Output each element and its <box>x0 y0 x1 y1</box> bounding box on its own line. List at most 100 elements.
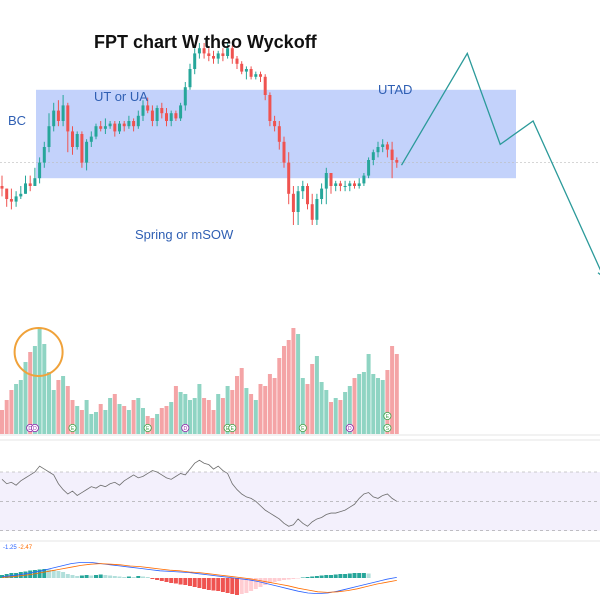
macd-histogram-bar <box>197 578 201 588</box>
candle-body <box>193 53 196 69</box>
macd-histogram-bar <box>108 576 112 579</box>
candle-body <box>207 53 210 56</box>
candle-body <box>24 183 27 193</box>
candle-body <box>165 113 168 121</box>
macd-histogram-bar <box>357 573 361 578</box>
macd-histogram-bar <box>66 574 70 578</box>
event-marker-label: D <box>33 426 37 432</box>
candle-body <box>297 191 300 212</box>
volume-bar <box>42 344 46 434</box>
candle-body <box>189 69 192 87</box>
candle-body <box>184 87 187 105</box>
macd-histogram-bar <box>306 577 310 578</box>
candle-body <box>315 199 318 220</box>
volume-bar <box>334 398 338 434</box>
volume-bar <box>207 400 211 434</box>
macd-histogram-bar <box>343 574 347 578</box>
volume-bar <box>320 382 324 434</box>
candle-body <box>15 196 18 201</box>
macd-histogram-bar <box>136 576 140 578</box>
macd-histogram-bar <box>221 578 225 592</box>
volume-bar <box>371 374 375 434</box>
macd-histogram-bar <box>212 578 216 591</box>
macd-histogram-bar <box>230 578 234 594</box>
annotation-bc: BC <box>8 113 26 128</box>
candle-body <box>10 199 13 202</box>
volume-bar <box>296 334 300 434</box>
candle-body <box>358 183 361 186</box>
volume-bar <box>47 372 51 434</box>
macd-histogram-bar <box>287 578 291 580</box>
candle-body <box>170 113 173 121</box>
volume-bar <box>362 372 366 434</box>
volume-bar <box>376 378 380 434</box>
candle-body <box>29 183 32 186</box>
macd-histogram-bar <box>338 574 342 578</box>
volume-bar <box>291 328 295 434</box>
candle-body <box>362 176 365 184</box>
candle-body <box>372 152 375 160</box>
volume-bar <box>136 398 140 434</box>
candle-body <box>254 74 257 77</box>
volume-bar <box>19 380 23 434</box>
volume-bar <box>38 328 42 434</box>
candle-body <box>80 134 83 163</box>
macd-histogram-bar <box>75 576 79 578</box>
volume-bar <box>113 394 117 434</box>
candle-body <box>217 53 220 58</box>
candle-body <box>156 108 159 121</box>
candle-body <box>151 111 154 121</box>
candle-body <box>174 113 177 118</box>
candle-body <box>386 144 389 149</box>
candle-body <box>85 142 88 163</box>
candle-body <box>71 131 74 147</box>
volume-bar <box>240 368 244 434</box>
macd-histogram-bar <box>141 577 145 579</box>
candle-body <box>52 111 55 127</box>
macd-histogram-bar <box>52 570 56 578</box>
volume-bar <box>155 414 159 434</box>
candle-body <box>132 121 135 126</box>
volume-bar <box>197 384 201 434</box>
volume-bar <box>132 400 136 434</box>
candle-body <box>344 186 347 187</box>
macd-histogram-bar <box>348 574 352 579</box>
macd-histogram-bar <box>367 574 371 579</box>
candle-body <box>381 144 384 147</box>
volume-bar <box>52 390 56 434</box>
candle-body <box>287 163 290 194</box>
candle-body <box>339 183 342 186</box>
candle-body <box>95 126 98 136</box>
volume-bar <box>287 340 291 434</box>
candle-body <box>48 126 51 147</box>
event-marker-label: D <box>183 426 187 432</box>
volume-bar <box>169 402 173 434</box>
volume-bar <box>273 378 277 434</box>
annotation-ut-ua: UT or UA <box>94 89 148 104</box>
macd-histogram-bar <box>226 578 230 593</box>
candle-body <box>391 150 394 160</box>
volume-bar <box>33 346 37 434</box>
candle-body <box>301 186 304 191</box>
candle-body <box>43 147 46 163</box>
candle-body <box>278 126 281 142</box>
volume-bar <box>212 410 216 434</box>
volume-bar <box>310 364 314 434</box>
volume-bar <box>99 404 103 434</box>
volume-bar <box>324 390 328 434</box>
candle-body <box>353 183 356 186</box>
macd-histogram-bar <box>165 578 169 582</box>
macd-histogram-bar <box>296 578 300 579</box>
candle-body <box>104 126 107 129</box>
volume-bar <box>61 376 65 434</box>
candle-body <box>137 116 140 126</box>
candle-body <box>377 147 380 152</box>
candle-body <box>283 142 286 163</box>
candle-body <box>109 124 112 127</box>
candle-body <box>348 183 351 186</box>
macd-histogram-bar <box>61 572 65 578</box>
candle-body <box>292 194 295 212</box>
macd-histogram-bar <box>235 578 239 595</box>
